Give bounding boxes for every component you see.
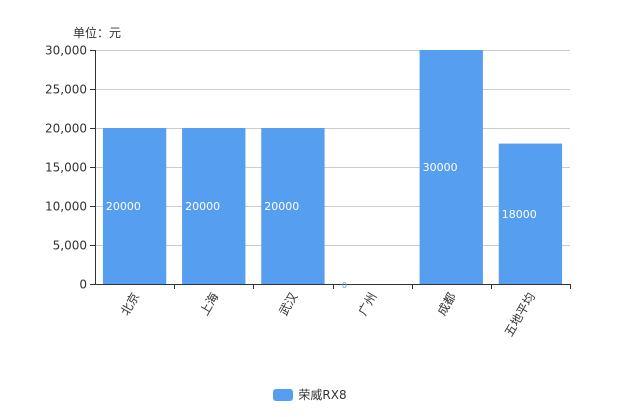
bars: [102, 50, 563, 284]
x-tick-label: 五地平均: [502, 290, 538, 339]
bar[interactable]: [182, 128, 246, 284]
data-label: 20000: [185, 200, 220, 213]
y-tick-label: 30,000: [45, 44, 87, 58]
gridlines: [95, 50, 570, 246]
bar[interactable]: [261, 128, 325, 284]
y-tick-label: 20,000: [45, 122, 87, 136]
data-label: 30000: [423, 161, 458, 174]
bar[interactable]: [498, 143, 563, 284]
x-tick-label: 广州: [356, 290, 380, 318]
y-tick-label: 0: [79, 278, 87, 292]
data-label: 20000: [264, 200, 299, 213]
x-tick-label: 武汉: [276, 290, 300, 318]
x-tick-label: 北京: [118, 290, 142, 318]
y-tick-label: 5,000: [53, 239, 87, 253]
legend-label: 荣威RX8: [298, 388, 347, 402]
legend-item[interactable]: 荣威RX8: [273, 386, 347, 403]
data-label: 20000: [106, 200, 141, 213]
x-tick-label: 成都: [435, 290, 459, 318]
y-tick-label: 15,000: [45, 161, 87, 175]
y-tick-label: 10,000: [45, 200, 87, 214]
unit-label: 单位：元: [73, 26, 122, 40]
legend: 荣威RX8: [0, 386, 620, 404]
bar[interactable]: [102, 128, 167, 284]
data-label: 18000: [502, 208, 537, 221]
data-label: 0: [342, 281, 347, 290]
legend-swatch-icon: [273, 388, 294, 401]
x-tick-label: 上海: [196, 290, 221, 318]
y-tick-label: 25,000: [45, 83, 87, 97]
data-labels: 20000 20000 20000 0 30000 18000: [106, 161, 537, 290]
bar[interactable]: [419, 50, 483, 284]
